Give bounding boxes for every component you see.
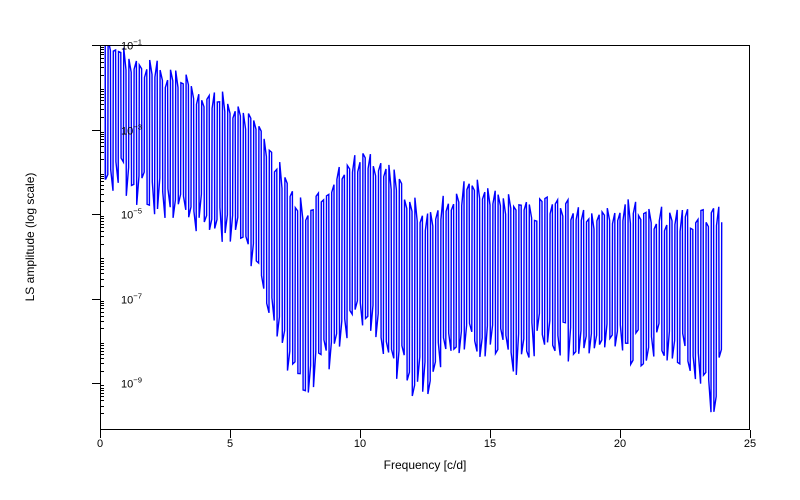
y-tick xyxy=(92,45,100,46)
y-minor-tick xyxy=(100,58,104,59)
x-tick xyxy=(490,430,491,438)
y-minor-tick xyxy=(100,49,104,50)
y-minor-tick xyxy=(100,91,104,92)
y-minor-tick xyxy=(100,279,104,280)
y-minor-tick xyxy=(100,348,104,349)
y-tick-label: 10−5 xyxy=(121,207,142,222)
y-minor-tick xyxy=(100,67,104,68)
y-minor-tick xyxy=(100,308,104,309)
y-tick xyxy=(92,214,100,215)
y-minor-tick xyxy=(100,406,104,407)
y-minor-tick xyxy=(100,89,104,90)
y-minor-tick xyxy=(100,303,104,304)
y-minor-tick xyxy=(100,328,104,329)
y-minor-tick xyxy=(100,227,104,228)
y-minor-tick xyxy=(100,305,104,306)
y-minor-tick xyxy=(100,152,104,153)
y-tick xyxy=(92,299,100,300)
y-minor-tick xyxy=(100,263,104,264)
y-minor-tick xyxy=(100,266,104,267)
x-tick-label: 20 xyxy=(614,438,626,450)
x-tick-label: 5 xyxy=(227,438,233,450)
y-minor-tick xyxy=(100,231,104,232)
y-minor-tick xyxy=(100,97,104,98)
y-tick xyxy=(92,130,100,131)
y-minor-tick xyxy=(100,201,104,202)
y-minor-tick xyxy=(100,221,104,222)
y-minor-tick xyxy=(100,139,104,140)
y-axis-label: LS amplitude (log scale) xyxy=(23,173,37,302)
y-minor-tick xyxy=(100,52,104,53)
y-minor-tick xyxy=(100,224,104,225)
y-minor-tick xyxy=(100,189,104,190)
y-minor-tick xyxy=(100,159,104,160)
x-axis-label: Frequency [c/d] xyxy=(384,458,467,472)
y-minor-tick xyxy=(100,218,104,219)
y-minor-tick xyxy=(100,117,104,118)
y-minor-tick xyxy=(100,132,104,133)
y-minor-tick xyxy=(100,388,104,389)
y-minor-tick xyxy=(100,343,104,344)
y-minor-tick xyxy=(100,194,104,195)
y-minor-tick xyxy=(100,181,104,182)
y-minor-tick xyxy=(100,390,104,391)
y-minor-tick xyxy=(100,174,104,175)
y-minor-tick xyxy=(100,146,104,147)
y-minor-tick xyxy=(100,321,104,322)
y-tick-label: 10−1 xyxy=(121,38,142,53)
y-tick xyxy=(92,383,100,384)
y-minor-tick xyxy=(100,244,104,245)
y-minor-tick xyxy=(100,358,104,359)
y-minor-tick xyxy=(100,316,104,317)
x-tick xyxy=(100,430,101,438)
y-minor-tick xyxy=(100,134,104,135)
plot-area xyxy=(100,45,750,430)
y-minor-tick xyxy=(100,385,104,386)
y-minor-tick xyxy=(100,273,104,274)
y-minor-tick xyxy=(100,142,104,143)
y-minor-tick xyxy=(100,216,104,217)
y-minor-tick xyxy=(100,286,104,287)
y-minor-tick xyxy=(100,104,104,105)
y-minor-tick xyxy=(100,54,104,55)
y-minor-tick xyxy=(100,400,104,401)
x-tick-label: 25 xyxy=(744,438,756,450)
y-minor-tick xyxy=(100,185,104,186)
y-minor-tick xyxy=(100,371,104,372)
y-minor-tick xyxy=(100,178,104,179)
x-tick xyxy=(360,430,361,438)
y-minor-tick xyxy=(100,176,104,177)
x-tick-label: 15 xyxy=(484,438,496,450)
y-minor-tick xyxy=(100,396,104,397)
x-tick xyxy=(750,430,751,438)
x-tick-label: 0 xyxy=(97,438,103,450)
x-tick-label: 10 xyxy=(354,438,366,450)
y-minor-tick xyxy=(100,351,104,352)
y-minor-tick xyxy=(100,301,104,302)
y-minor-tick xyxy=(100,100,104,101)
y-minor-tick xyxy=(100,363,104,364)
y-minor-tick xyxy=(100,413,104,414)
y-minor-tick xyxy=(100,136,104,137)
y-minor-tick xyxy=(100,236,104,237)
plot-border xyxy=(100,45,750,430)
y-tick-label: 10−3 xyxy=(121,122,142,137)
y-minor-tick xyxy=(100,62,104,63)
y-minor-tick xyxy=(100,354,104,355)
y-tick-label: 10−7 xyxy=(121,292,142,307)
y-tick-label: 10−9 xyxy=(121,376,142,391)
y-minor-tick xyxy=(100,258,104,259)
y-minor-tick xyxy=(100,345,104,346)
y-minor-tick xyxy=(100,269,104,270)
x-tick xyxy=(230,430,231,438)
y-minor-tick xyxy=(100,393,104,394)
y-minor-tick xyxy=(100,261,104,262)
y-minor-tick xyxy=(100,109,104,110)
x-tick xyxy=(620,430,621,438)
y-minor-tick xyxy=(100,312,104,313)
y-minor-tick xyxy=(100,47,104,48)
y-minor-tick xyxy=(100,94,104,95)
y-minor-tick xyxy=(100,75,104,76)
